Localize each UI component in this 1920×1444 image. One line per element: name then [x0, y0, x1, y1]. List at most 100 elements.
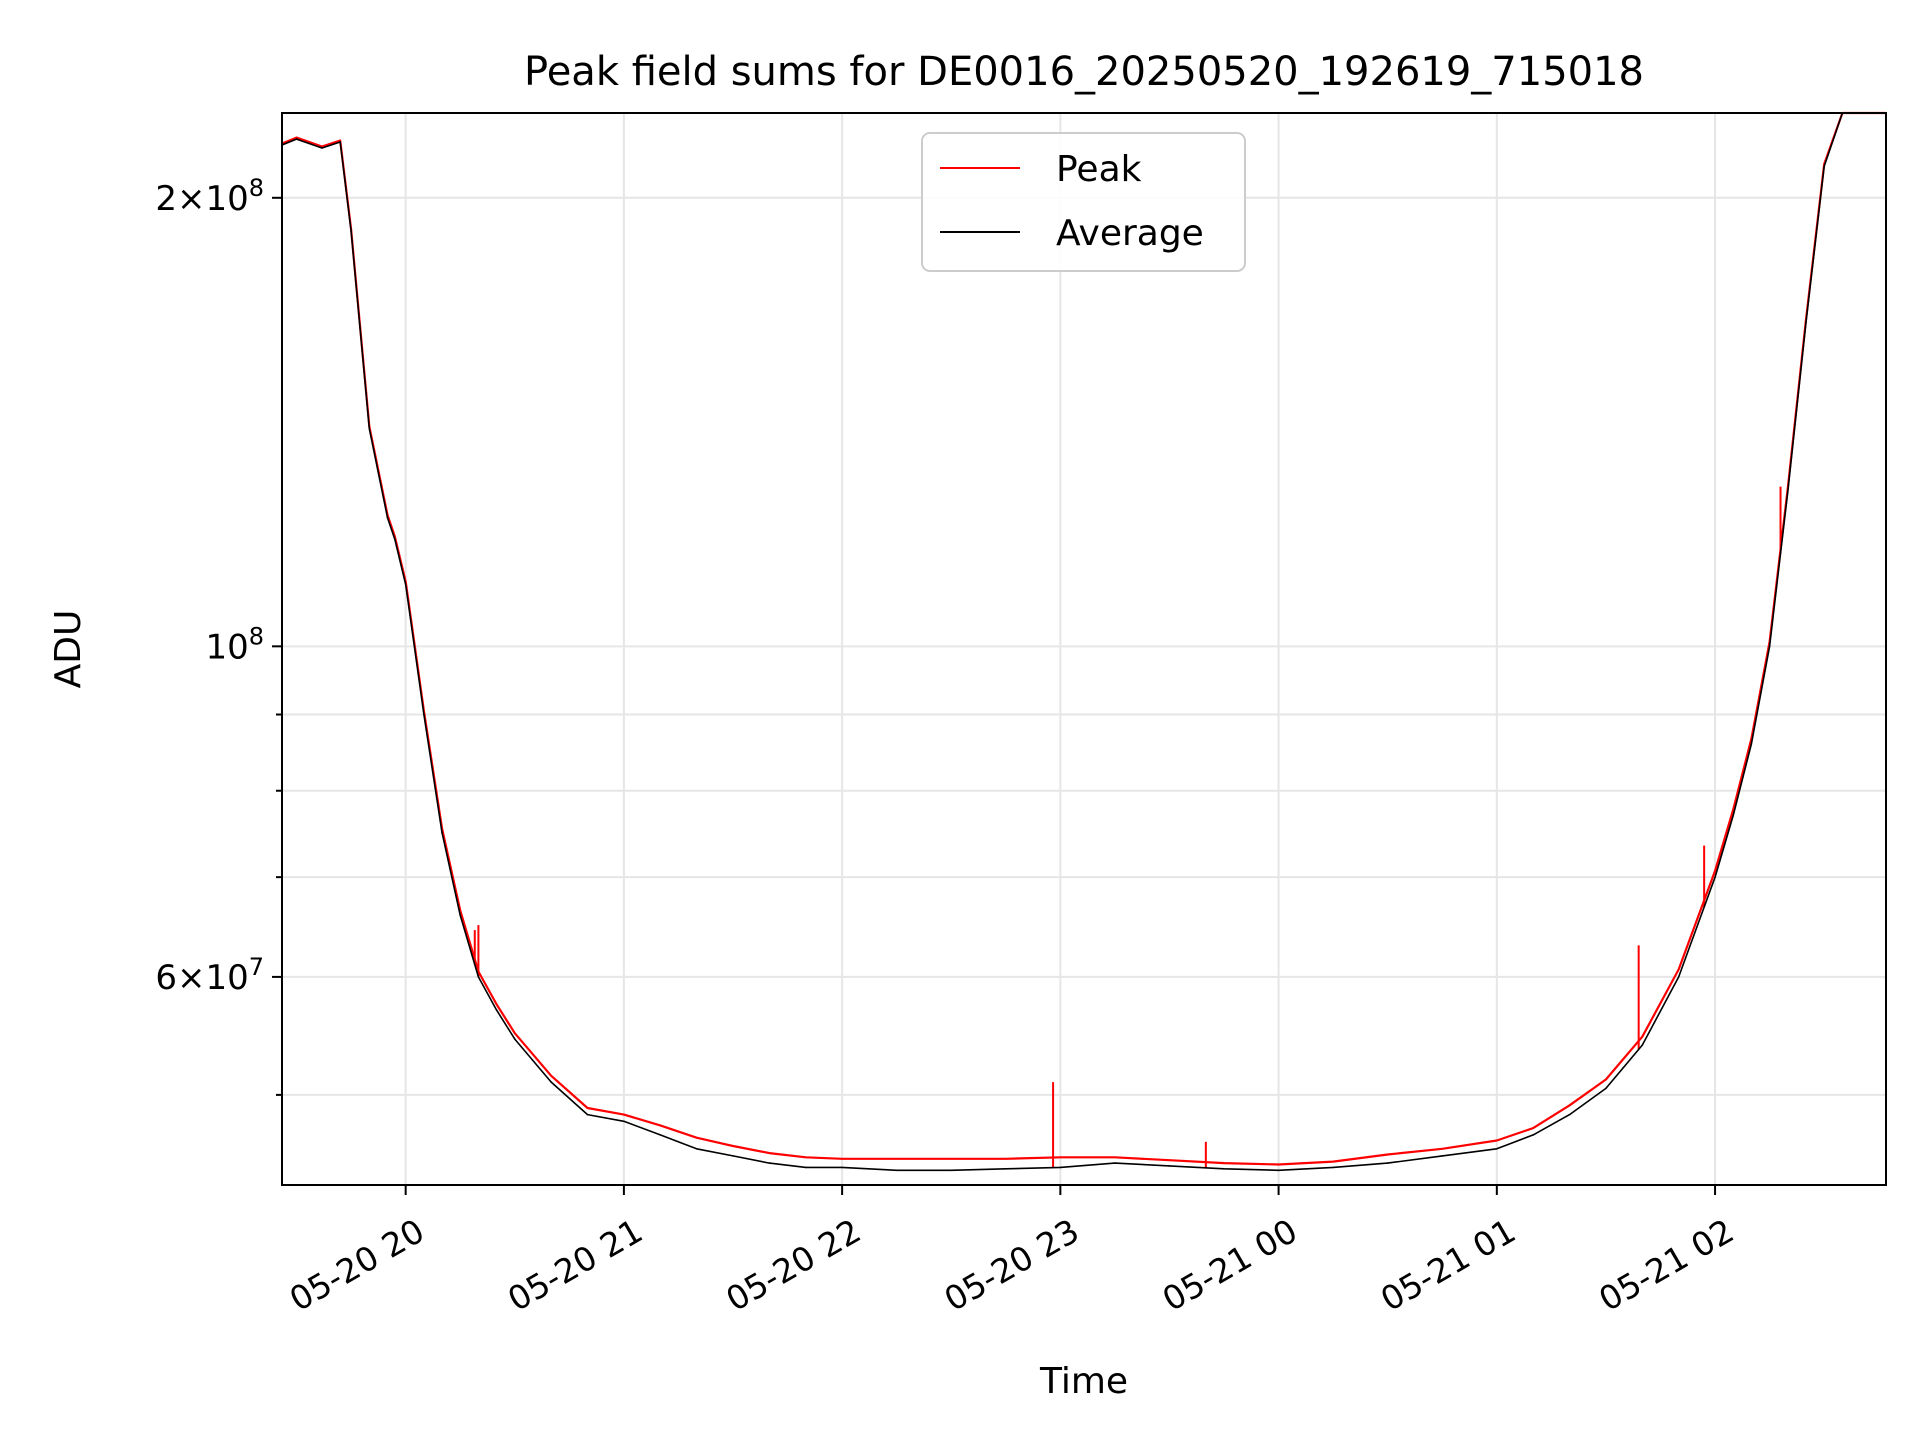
data-point-average [550, 1081, 552, 1083]
data-point-peak [950, 1158, 952, 1160]
y-tick-label: 108 [205, 622, 264, 667]
data-point-peak [514, 1032, 516, 1034]
data-point-peak [895, 1158, 898, 1160]
data-point-peak [1605, 1078, 1607, 1081]
y-tick-label-exponent: 8 [249, 622, 264, 650]
data-point-average [1532, 1134, 1534, 1136]
data-point-average [1750, 743, 1753, 745]
data-point-average [477, 976, 480, 978]
data-point-average [1605, 1087, 1607, 1090]
data-point-average [805, 1166, 807, 1169]
data-point-peak [495, 1003, 498, 1006]
data-point-peak [321, 145, 323, 148]
legend-average-label: Average [1056, 213, 1204, 254]
data-point-average [386, 516, 389, 519]
data-point-peak [1168, 1159, 1171, 1161]
data-point-average [659, 1134, 662, 1136]
data-point-average [423, 713, 425, 716]
data-point-average [695, 1148, 698, 1150]
data-point-average [1823, 165, 1825, 167]
y-tick-label-exponent: 7 [249, 953, 264, 981]
y-tick-label-base: 2×10 [155, 179, 248, 219]
data-point-average [1568, 1113, 1571, 1116]
data-point-average [1441, 1155, 1444, 1157]
data-point-peak [1223, 1162, 1225, 1164]
y-tick-label: 6×107 [155, 953, 264, 998]
data-point-peak [1641, 1035, 1644, 1038]
data-point-peak [1568, 1104, 1571, 1107]
data-point-average [1114, 1162, 1116, 1164]
data-point-average [1059, 1166, 1062, 1169]
data-point-peak [695, 1136, 698, 1139]
data-point-peak [1332, 1160, 1334, 1163]
data-point-peak [1114, 1156, 1116, 1159]
data-point-peak [586, 1107, 589, 1109]
plot-frame [281, 112, 1887, 1186]
data-point-peak [1441, 1148, 1444, 1150]
data-point-average [1768, 645, 1771, 648]
data-point-peak [1677, 968, 1680, 971]
legend-peak-label: Peak [1056, 149, 1142, 190]
data-point-peak [1496, 1139, 1498, 1142]
data-point-average [1168, 1165, 1171, 1167]
data-point-average [321, 147, 323, 149]
data-point-peak [1059, 1156, 1062, 1159]
data-point-average [394, 538, 396, 540]
data-point-average [1787, 490, 1789, 493]
x-axis-label: Time [1039, 1361, 1128, 1402]
data-point-peak [339, 139, 342, 142]
y-tick-label-base: 6×10 [155, 958, 248, 998]
y-axis-label: ADU [48, 610, 89, 689]
data-point-average [495, 1009, 498, 1011]
data-point-average [1005, 1168, 1007, 1170]
data-point-average [295, 138, 298, 140]
data-point-peak [295, 136, 298, 139]
data-point-average [514, 1038, 516, 1040]
data-point-peak [1532, 1127, 1534, 1129]
data-point-peak [1277, 1163, 1280, 1166]
data-point-average [841, 1166, 843, 1169]
data-point-average [459, 914, 462, 916]
data-point-average [1332, 1166, 1334, 1169]
data-point-average [1277, 1169, 1280, 1172]
data-point-average [1677, 976, 1680, 978]
data-point-average [1805, 321, 1807, 324]
data-point-average [339, 141, 342, 143]
data-point-average [350, 230, 352, 232]
data-point-peak [732, 1145, 734, 1147]
data-point-average [895, 1169, 898, 1172]
data-point-average [1714, 876, 1716, 878]
data-point-peak [841, 1158, 843, 1160]
data-point-average [950, 1169, 952, 1172]
data-point-average [1386, 1162, 1389, 1164]
data-point-peak [1005, 1158, 1007, 1160]
data-point-peak [805, 1156, 807, 1159]
data-point-average [768, 1162, 771, 1164]
data-point-average [368, 427, 371, 430]
data-point-average [623, 1120, 625, 1123]
data-point-peak [550, 1075, 552, 1077]
chart-title: Peak field sums for DE0016_20250520_1926… [524, 49, 1644, 95]
data-point-average [404, 583, 407, 586]
data-point-average [1641, 1044, 1644, 1046]
data-point-average [1223, 1168, 1225, 1170]
data-point-peak [768, 1152, 771, 1154]
data-point-average [1496, 1148, 1498, 1150]
data-point-peak [1714, 869, 1716, 872]
data-point-peak [1386, 1153, 1389, 1156]
data-point-peak [659, 1124, 662, 1127]
series-layer [281, 111, 1887, 1172]
y-tick-label-exponent: 8 [249, 174, 264, 202]
data-point-average [586, 1113, 589, 1116]
data-point-average [441, 831, 443, 834]
data-point-average [732, 1155, 734, 1157]
data-point-average [1732, 814, 1734, 817]
data-point-peak [1732, 808, 1734, 811]
y-tick-label: 2×108 [155, 174, 264, 219]
y-tick-label-base: 10 [205, 627, 248, 667]
legend: Peak Average [921, 132, 1246, 272]
data-point-peak [477, 970, 480, 973]
data-point-peak [623, 1113, 625, 1116]
